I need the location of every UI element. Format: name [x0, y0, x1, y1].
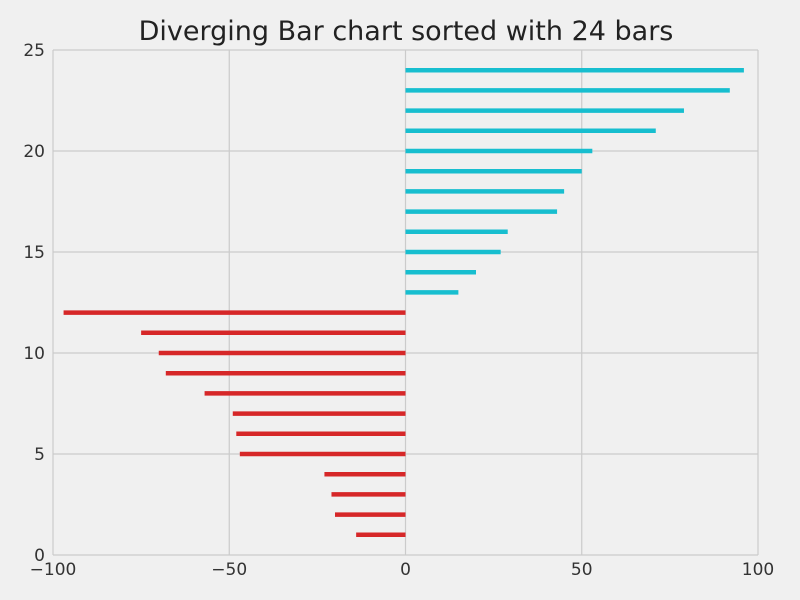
x-tick-label: −100 [30, 560, 77, 580]
grid-lines [52, 49, 759, 556]
x-tick-label: 50 [571, 560, 593, 580]
y-tick-label: 0 [34, 546, 45, 566]
x-tick-label: 0 [400, 560, 411, 580]
x-tick-label: −50 [211, 560, 247, 580]
y-tick-label: 5 [34, 445, 45, 465]
chart-title: Diverging Bar chart sorted with 24 bars [138, 16, 674, 47]
y-tick-label: 20 [23, 142, 45, 162]
y-tick-label: 25 [23, 41, 45, 61]
x-tick-label: 100 [742, 560, 774, 580]
tick-labels: −100 −50 0 50 100 0 5 10 15 20 25 [23, 41, 774, 580]
bars [63, 67, 744, 538]
y-tick-label: 10 [23, 344, 45, 364]
y-tick-label: 15 [23, 243, 45, 263]
